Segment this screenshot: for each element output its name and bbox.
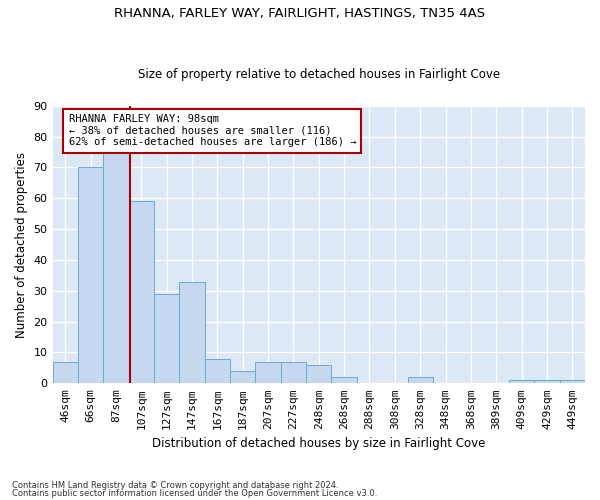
- Text: Contains public sector information licensed under the Open Government Licence v3: Contains public sector information licen…: [12, 488, 377, 498]
- Bar: [53, 362, 78, 384]
- Bar: [230, 371, 256, 384]
- Bar: [128, 202, 154, 384]
- Text: RHANNA, FARLEY WAY, FAIRLIGHT, HASTINGS, TN35 4AS: RHANNA, FARLEY WAY, FAIRLIGHT, HASTINGS,…: [115, 8, 485, 20]
- Title: Size of property relative to detached houses in Fairlight Cove: Size of property relative to detached ho…: [138, 68, 500, 81]
- Bar: [205, 358, 230, 384]
- Bar: [534, 380, 560, 384]
- Bar: [560, 380, 585, 384]
- Bar: [103, 152, 128, 384]
- Bar: [256, 362, 281, 384]
- Bar: [509, 380, 534, 384]
- Bar: [154, 294, 179, 384]
- Bar: [281, 362, 306, 384]
- Bar: [306, 365, 331, 384]
- Bar: [179, 282, 205, 384]
- Y-axis label: Number of detached properties: Number of detached properties: [15, 152, 28, 338]
- Text: Contains HM Land Registry data © Crown copyright and database right 2024.: Contains HM Land Registry data © Crown c…: [12, 481, 338, 490]
- Bar: [331, 377, 357, 384]
- Bar: [407, 377, 433, 384]
- X-axis label: Distribution of detached houses by size in Fairlight Cove: Distribution of detached houses by size …: [152, 437, 485, 450]
- Bar: [78, 168, 103, 384]
- Text: RHANNA FARLEY WAY: 98sqm
← 38% of detached houses are smaller (116)
62% of semi-: RHANNA FARLEY WAY: 98sqm ← 38% of detach…: [68, 114, 356, 148]
